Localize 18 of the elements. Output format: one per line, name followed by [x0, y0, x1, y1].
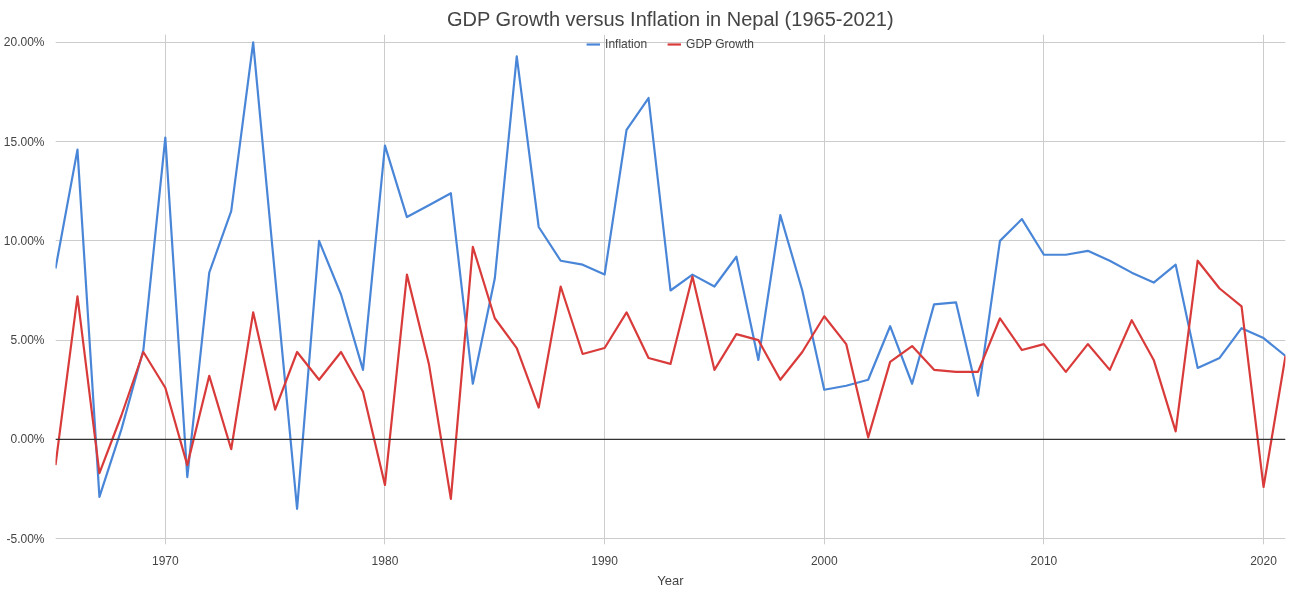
legend-label: Inflation: [605, 37, 648, 51]
y-tick-label: 0.00%: [10, 432, 45, 447]
y-tick-label: -5.00%: [6, 531, 45, 546]
x-tick-label: 1990: [591, 553, 619, 568]
x-axis-title: Year: [657, 572, 685, 588]
x-tick-label: 2000: [810, 553, 838, 568]
x-tick-label: 2010: [1030, 553, 1058, 568]
y-tick-label: 5.00%: [10, 333, 45, 348]
line-series: [55, 245, 1286, 500]
legend-label: GDP Growth: [686, 37, 754, 51]
x-tick-label: 1980: [371, 553, 399, 568]
x-tick-label: 2020: [1250, 553, 1278, 568]
x-tick-label: 1970: [151, 553, 179, 568]
chart-title: GDP Growth versus Inflation in Nepal (1965-2021): [447, 7, 894, 30]
y-tick-label: 15.00%: [3, 134, 45, 149]
y-tick-label: 10.00%: [3, 233, 45, 248]
y-tick-label: 20.00%: [3, 35, 45, 50]
line-series: [55, 41, 1286, 510]
